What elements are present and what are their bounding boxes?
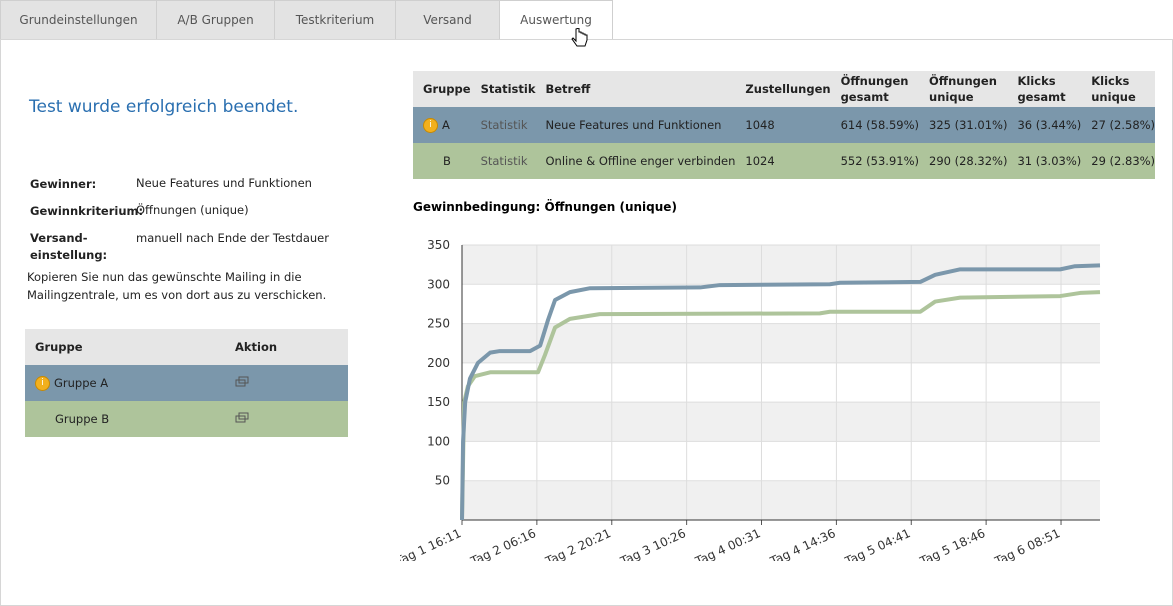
cell-text: 1048 (745, 118, 774, 132)
cell: 31 (3.03%) (1007, 143, 1081, 179)
x-tick-label: Tag 5 18:46 (917, 526, 987, 561)
tab[interactable]: A/B Gruppen (156, 0, 275, 40)
header: Zustellungen (735, 71, 830, 107)
y-tick-label: 200 (427, 356, 450, 370)
cell-text: 614 (58.59%) (841, 118, 919, 132)
x-tick-label: Tag 5 04:41 (842, 526, 912, 561)
y-tick-label: 50 (435, 474, 450, 488)
grid-band (462, 481, 1100, 520)
group-name: Gruppe B (55, 412, 109, 426)
cell: 552 (53.91%) (831, 143, 919, 179)
cell: Statistik (471, 107, 536, 143)
cell: 36 (3.44%) (1007, 107, 1081, 143)
statistik-link[interactable]: Statistik (481, 154, 528, 168)
chart-title: Gewinnbedingung: Öffnungen (unique) (413, 199, 677, 214)
grid-band (462, 324, 1100, 363)
header: Gruppe (25, 329, 225, 365)
cell-text: Online & Offline enger verbinden (545, 154, 735, 168)
cell: 325 (31.01%) (919, 107, 1007, 143)
row: iA Statistik Neue Features und Funktionen 1… (413, 107, 1155, 143)
x-tick-label: Tag 2 20:21 (543, 526, 613, 561)
cursor (571, 28, 589, 50)
x-tick-label: Tag 3 10:26 (617, 526, 687, 561)
x-tick-label: Tag 2 06:16 (468, 526, 538, 561)
summary-label: Gewinner: (30, 176, 134, 193)
cell-text: 1024 (745, 154, 774, 168)
cell (225, 365, 348, 401)
groups-table: GruppeAktion i Gruppe A Gruppe B (25, 329, 348, 437)
cell: 290 (28.32%) (919, 143, 1007, 179)
y-tick-label: 300 (427, 277, 450, 291)
cell-text: 27 (2.58%) (1091, 118, 1155, 132)
x-tick-label: Tag 1 16:11 (400, 526, 463, 561)
info-icon: i (35, 376, 50, 391)
chart: Gewinnbedingung: Öffnungen (unique) 50 10… (400, 196, 1120, 561)
summary-label: Gewinnkriterium: (30, 203, 134, 220)
cell: iA (413, 107, 471, 143)
cell: 1048 (735, 107, 830, 143)
y-tick-label: 150 (427, 395, 450, 409)
tab[interactable]: Versand (395, 0, 500, 40)
cell (225, 401, 348, 437)
summary-value: Öffnungen (unique) (136, 203, 249, 217)
cell: Neue Features und Funktionen (535, 107, 735, 143)
header: Aktion (225, 329, 348, 365)
cell: Online & Offline enger verbinden (535, 143, 735, 179)
header: Öffnungen unique (919, 71, 1007, 107)
summary-value: manuell nach Ende der Testdauer (136, 231, 329, 245)
header: Klicks unique (1081, 71, 1155, 107)
y-tick-label: 250 (427, 317, 450, 331)
status-message: Test wurde erfolgreich beendet. (29, 97, 298, 117)
row: B Statistik Online & Offline enger verbind… (413, 143, 1155, 179)
info-icon: i (423, 118, 438, 133)
cell-text: 325 (31.01%) (929, 118, 1007, 132)
group-name: Gruppe A (54, 376, 108, 390)
grid-band (462, 245, 1100, 284)
cell: i Gruppe A (25, 365, 225, 401)
header: Öffnungen gesamt (831, 71, 919, 107)
header: Betreff (535, 71, 735, 107)
cell-text: 36 (3.44%) (1017, 118, 1081, 132)
cell-text: A (442, 118, 450, 132)
stats-table: GruppeStatistikBetreffZustellungenÖffnun… (413, 71, 1155, 179)
summary-label: Versand-einstellung: (30, 230, 110, 264)
cell-text: B (443, 154, 451, 168)
summary-value: Neue Features und Funktionen (136, 176, 312, 190)
cell: Statistik (471, 143, 536, 179)
cell-text: 552 (53.91%) (841, 154, 919, 168)
cell-text: Neue Features und Funktionen (545, 118, 721, 132)
copy-icon[interactable] (235, 412, 249, 424)
note: Kopieren Sie nun das gewünschte Mailing … (27, 268, 327, 304)
header: Klicks gesamt (1007, 71, 1081, 107)
cell-text: 31 (3.03%) (1017, 154, 1081, 168)
cell: 29 (2.83%) (1081, 143, 1155, 179)
tab[interactable]: Testkriterium (274, 0, 396, 40)
cell: 27 (2.58%) (1081, 107, 1155, 143)
cell: 1024 (735, 143, 830, 179)
tab[interactable]: Auswertung (499, 0, 613, 40)
x-tick-label: Tag 6 08:51 (992, 526, 1062, 561)
header: Statistik (471, 71, 536, 107)
cell-text: 290 (28.32%) (929, 154, 1007, 168)
cell: 614 (58.59%) (831, 107, 919, 143)
cell: B (413, 143, 471, 179)
copy-icon[interactable] (235, 376, 249, 388)
header: Gruppe (413, 71, 471, 107)
y-tick-label: 350 (427, 238, 450, 252)
cell-text: 29 (2.83%) (1091, 154, 1155, 168)
tab[interactable]: Grundeinstellungen (0, 0, 157, 40)
grid-band (462, 402, 1100, 441)
x-tick-label: Tag 4 00:31 (692, 526, 762, 561)
statistik-link[interactable]: Statistik (481, 118, 528, 132)
x-tick-label: Tag 4 14:36 (767, 526, 837, 561)
y-tick-label: 100 (427, 434, 450, 448)
cell: Gruppe B (25, 401, 225, 437)
